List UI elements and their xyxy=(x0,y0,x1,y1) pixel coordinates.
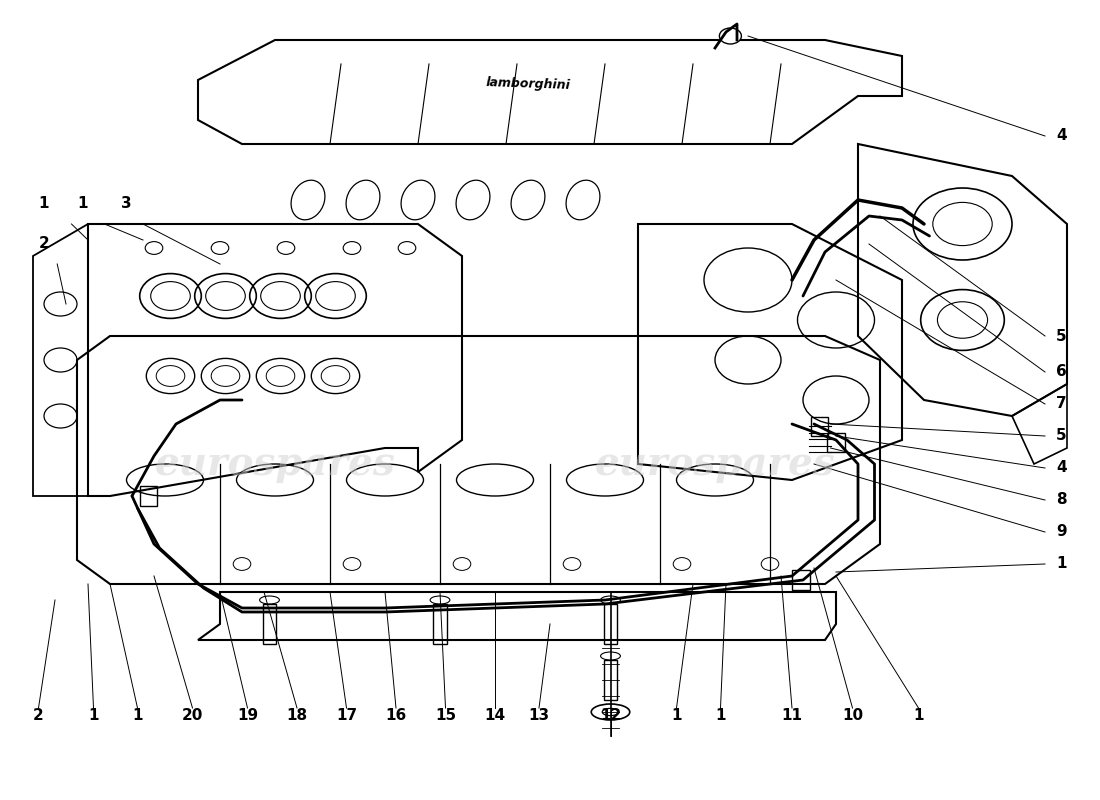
Bar xyxy=(263,604,276,644)
Text: 3: 3 xyxy=(121,197,132,211)
Text: 1: 1 xyxy=(671,709,682,723)
Text: 9: 9 xyxy=(1056,525,1067,539)
Text: 4: 4 xyxy=(1056,461,1067,475)
Text: 5: 5 xyxy=(1056,429,1067,443)
Text: 1: 1 xyxy=(77,197,88,211)
Text: 1: 1 xyxy=(39,197,50,211)
Bar xyxy=(811,417,828,436)
Bar xyxy=(792,570,810,590)
Text: 11: 11 xyxy=(781,709,803,723)
Bar xyxy=(140,486,157,506)
Circle shape xyxy=(719,28,741,44)
Text: 17: 17 xyxy=(336,709,358,723)
Text: 20: 20 xyxy=(182,709,204,723)
Text: 18: 18 xyxy=(286,709,308,723)
Text: 14: 14 xyxy=(484,709,506,723)
Text: 2: 2 xyxy=(39,237,50,251)
Text: 1: 1 xyxy=(88,709,99,723)
Bar xyxy=(433,604,447,644)
Text: 16: 16 xyxy=(385,709,407,723)
Text: 1: 1 xyxy=(1056,557,1067,571)
Text: 1: 1 xyxy=(913,709,924,723)
Text: eurospares: eurospares xyxy=(595,445,835,483)
Text: lamborghini: lamborghini xyxy=(485,76,571,92)
Text: 19: 19 xyxy=(236,709,258,723)
Text: 4: 4 xyxy=(1056,129,1067,143)
Bar xyxy=(604,604,617,644)
Text: 12: 12 xyxy=(600,709,621,723)
Text: 1: 1 xyxy=(715,709,726,723)
Text: 8: 8 xyxy=(1056,493,1067,507)
Text: 2: 2 xyxy=(33,709,44,723)
Text: 7: 7 xyxy=(1056,397,1067,411)
Text: 5: 5 xyxy=(1056,329,1067,343)
Bar xyxy=(604,660,617,700)
Text: 1: 1 xyxy=(132,709,143,723)
Text: 6: 6 xyxy=(1056,365,1067,379)
Bar xyxy=(827,433,845,452)
Text: eurospares: eurospares xyxy=(155,445,395,483)
Text: 13: 13 xyxy=(528,709,550,723)
Text: 10: 10 xyxy=(842,709,864,723)
Text: 15: 15 xyxy=(434,709,456,723)
